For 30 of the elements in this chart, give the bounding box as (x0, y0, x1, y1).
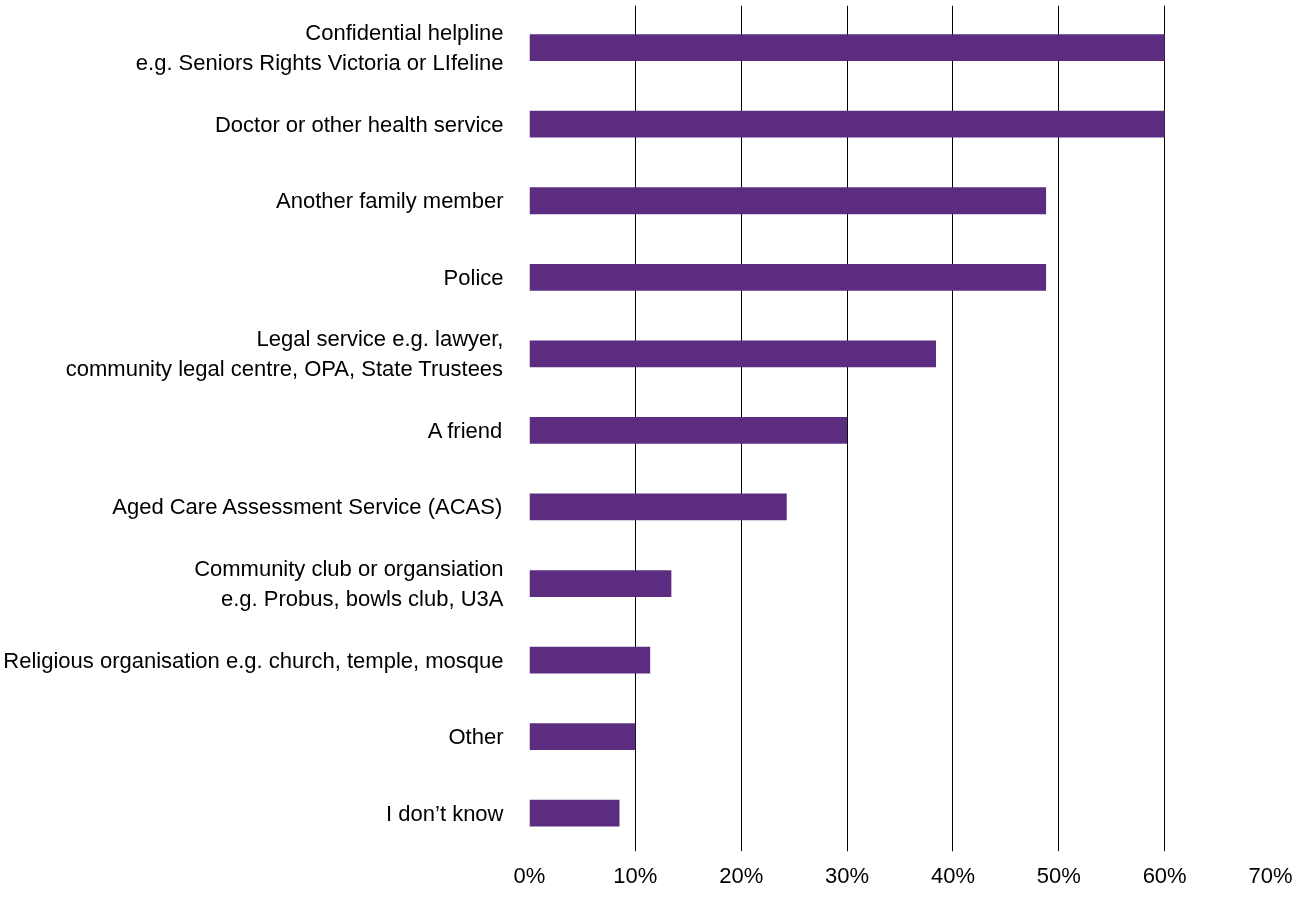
x-tick-label: 40% (930, 862, 975, 888)
bar (529, 570, 672, 597)
y-tick-label: Aged Care Assessment Service (ACAS) (112, 494, 503, 520)
x-tick-label: 20% (719, 862, 764, 888)
y-tick-label: Religious organisation e.g. church, temple, mosque (3, 647, 504, 673)
y-tick-label: Confidential helpline e.g. Seniors Rights Victoria or LIfeline (135, 20, 504, 76)
x-tick-label: 30% (825, 862, 870, 888)
bar (529, 263, 1047, 291)
y-tick-label: Another family member (276, 188, 504, 214)
y-tick-label: I don’t know (386, 800, 504, 826)
x-tick-label: 0% (513, 862, 546, 888)
y-tick-label: Police (443, 264, 504, 290)
bar (529, 340, 936, 368)
bar (529, 417, 848, 444)
bar (529, 493, 787, 521)
bar (529, 799, 620, 827)
bar (529, 34, 1165, 62)
bar (529, 723, 636, 751)
y-tick-label: Community club or organsiation e.g. Probus, bowls club, U3A (194, 556, 504, 612)
y-tick-label: Other (448, 724, 504, 750)
y-tick-label: Legal service e.g. lawyer, community legal centre, OPA, State Trustees (65, 326, 504, 382)
x-tick-label: 10% (613, 862, 658, 888)
x-tick-label: 70% (1248, 862, 1293, 888)
bar (529, 646, 651, 674)
y-tick-label: Doctor or other health service (214, 111, 504, 137)
y-tick-label: A friend (427, 417, 503, 443)
bar (529, 110, 1165, 138)
bar (529, 187, 1047, 215)
x-tick-label: 50% (1036, 862, 1081, 888)
x-tick-label: 60% (1142, 862, 1187, 888)
